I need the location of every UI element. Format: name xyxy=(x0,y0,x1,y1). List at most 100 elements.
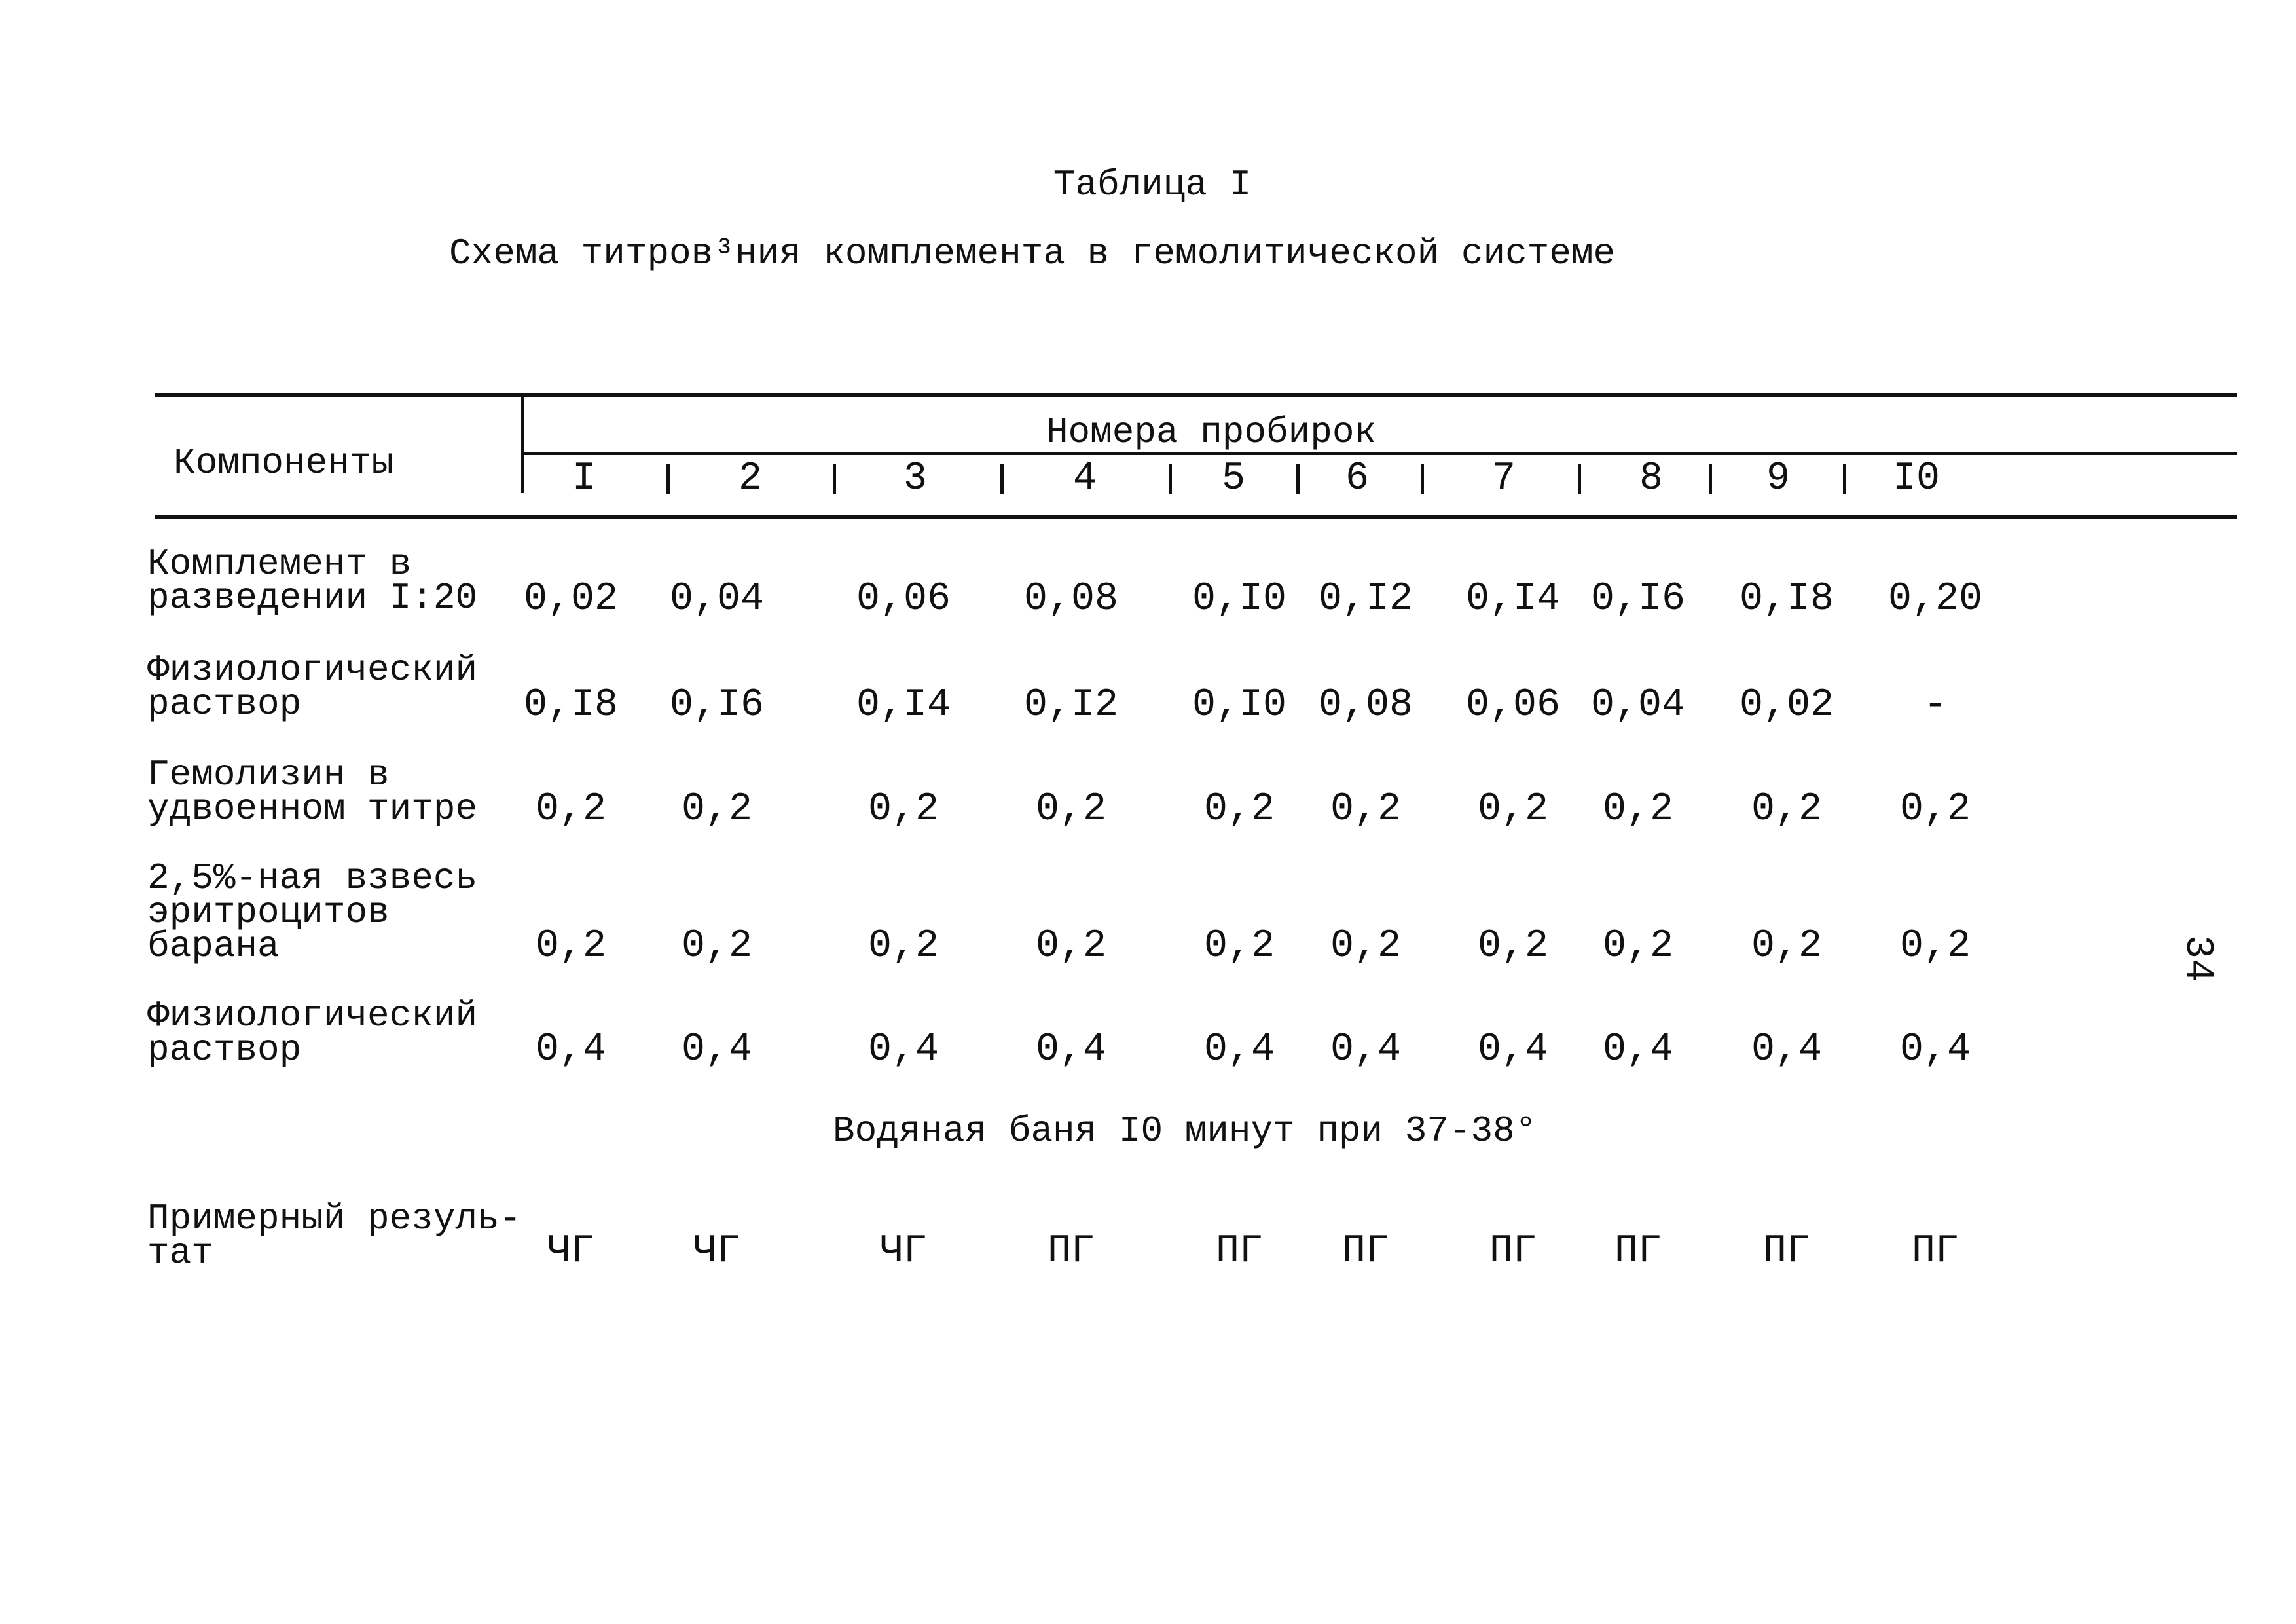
cell-value: 0,I4 xyxy=(856,683,951,728)
column-separator xyxy=(1709,464,1712,494)
row-label-line: Примерный резуль- xyxy=(147,1198,522,1240)
cell-value: 0,2 xyxy=(1203,924,1275,969)
cell-value: 0,4 xyxy=(1477,1027,1549,1072)
row-label-line: 2,5%-ная взвесь xyxy=(147,857,478,899)
cell-value: ПГ xyxy=(1762,1229,1811,1274)
cell-value: 0,2 xyxy=(1751,787,1823,832)
column-separator xyxy=(1169,464,1172,494)
cell-value: 0,2 xyxy=(535,787,607,832)
row-label-line: эритроцитов xyxy=(147,891,390,933)
row-label-line: разведении I:20 xyxy=(147,577,478,619)
cell-value: 0,02 xyxy=(523,577,619,621)
cell-value: 0,4 xyxy=(1899,1027,1971,1072)
header-divider xyxy=(521,395,524,493)
row-label-line: Гемолизин в xyxy=(147,754,390,796)
column-separator xyxy=(666,464,670,494)
cell-value: 0,20 xyxy=(1887,577,1983,621)
row-label: Физиологический раствор xyxy=(147,995,478,1071)
cell-value: ПГ xyxy=(1614,1229,1662,1274)
cell-value: 0,2 xyxy=(535,924,607,969)
cell-value: 0,I2 xyxy=(1023,683,1119,728)
cell-value: 0,I8 xyxy=(523,683,619,728)
tubes-rule xyxy=(524,452,2237,455)
column-separator xyxy=(1296,464,1300,494)
cell-value: ПГ xyxy=(1047,1229,1095,1274)
tube-number: 8 xyxy=(1639,456,1664,501)
components-header: Компоненты xyxy=(173,442,394,484)
row-label-line: барана xyxy=(147,925,280,967)
cell-value: 0,2 xyxy=(1751,924,1823,969)
column-separator xyxy=(1843,464,1846,494)
cell-value: 0,4 xyxy=(1751,1027,1823,1072)
cell-value: ПГ xyxy=(1489,1229,1537,1274)
cell-value: 0,I2 xyxy=(1318,577,1413,621)
tube-number: I0 xyxy=(1892,456,1941,501)
cell-value: 0,06 xyxy=(1465,683,1561,728)
cell-value: 0,08 xyxy=(1318,683,1413,728)
column-separator xyxy=(833,464,836,494)
cell-value: 0,I0 xyxy=(1192,577,1287,621)
cell-value: ЧГ xyxy=(547,1229,595,1274)
cell-value: 0,2 xyxy=(1203,787,1275,832)
column-separator xyxy=(1421,464,1424,494)
tube-number: 7 xyxy=(1491,456,1516,501)
cell-value: ПГ xyxy=(1341,1229,1390,1274)
cell-value: 0,4 xyxy=(1330,1027,1402,1072)
tube-number: 2 xyxy=(738,456,763,501)
cell-value: 0,2 xyxy=(1477,924,1549,969)
cell-value: 0,I6 xyxy=(1590,577,1686,621)
header-bottom-rule xyxy=(155,515,2237,519)
cell-value: 0,2 xyxy=(867,787,939,832)
row-label: Гемолизин в удвоенном титре xyxy=(147,754,477,827)
cell-value: 0,I6 xyxy=(669,683,765,728)
cell-value: 0,2 xyxy=(681,787,753,832)
cell-value: ПГ xyxy=(1215,1229,1264,1274)
column-separator xyxy=(1000,464,1004,494)
row-label-line: раствор xyxy=(147,683,302,725)
row-label-line: Физиологический xyxy=(147,649,478,691)
cell-value: ЧГ xyxy=(879,1229,928,1274)
tube-number: 3 xyxy=(903,456,928,501)
cell-value: 0,2 xyxy=(1602,924,1674,969)
cell-value: 0,2 xyxy=(867,924,939,969)
tube-number: 5 xyxy=(1221,456,1246,501)
cell-value: 0,06 xyxy=(856,577,951,621)
cell-value: ЧГ xyxy=(693,1229,741,1274)
column-separator xyxy=(1578,464,1581,494)
table-subtitle: Схема титров³ния комплемента в гемолитич… xyxy=(449,232,1616,274)
page-number: 34 xyxy=(2175,934,2220,983)
tube-number: 4 xyxy=(1072,456,1097,501)
row-label-line: Физиологический xyxy=(147,995,478,1037)
row-label-line: тат xyxy=(147,1232,213,1274)
table-title: Таблица I xyxy=(1053,164,1252,206)
row-label: 2,5%-ная взвесь эритроцитов барана xyxy=(147,857,478,967)
cell-value: 0,4 xyxy=(681,1027,753,1072)
cell-value: ПГ xyxy=(1911,1229,1959,1274)
cell-value: 0,2 xyxy=(1035,924,1107,969)
tube-number: I xyxy=(572,456,596,501)
tube-number: 9 xyxy=(1766,456,1791,501)
cell-value: - xyxy=(1923,683,1948,728)
cell-value: 0,2 xyxy=(1602,787,1674,832)
cell-value: 0,4 xyxy=(867,1027,939,1072)
row-label-line: Комплемент в xyxy=(147,543,412,585)
cell-value: 0,2 xyxy=(1477,787,1549,832)
cell-value: 0,2 xyxy=(1330,924,1402,969)
cell-value: 0,I8 xyxy=(1739,577,1834,621)
row-label: Примерный резуль-тат xyxy=(147,1198,522,1274)
tube-number: 6 xyxy=(1345,456,1370,501)
row-label: Физиологический раствор xyxy=(147,649,478,725)
row-label: Комплемент в разведении I:20 xyxy=(147,543,478,619)
cell-value: 0,08 xyxy=(1023,577,1119,621)
cell-value: 0,2 xyxy=(1035,787,1107,832)
cell-value: 0,2 xyxy=(681,924,753,969)
cell-value: 0,04 xyxy=(1590,683,1686,728)
cell-value: 0,4 xyxy=(1203,1027,1275,1072)
row-label-line: раствор xyxy=(147,1029,302,1071)
cell-value: 0,2 xyxy=(1899,787,1971,832)
cell-value: 0,I4 xyxy=(1465,577,1561,621)
water-bath-note: Водяная баня I0 минут при 37-38° xyxy=(833,1110,1537,1152)
cell-value: 0,04 xyxy=(669,577,765,621)
cell-value: 0,02 xyxy=(1739,683,1834,728)
cell-value: 0,I0 xyxy=(1192,683,1287,728)
